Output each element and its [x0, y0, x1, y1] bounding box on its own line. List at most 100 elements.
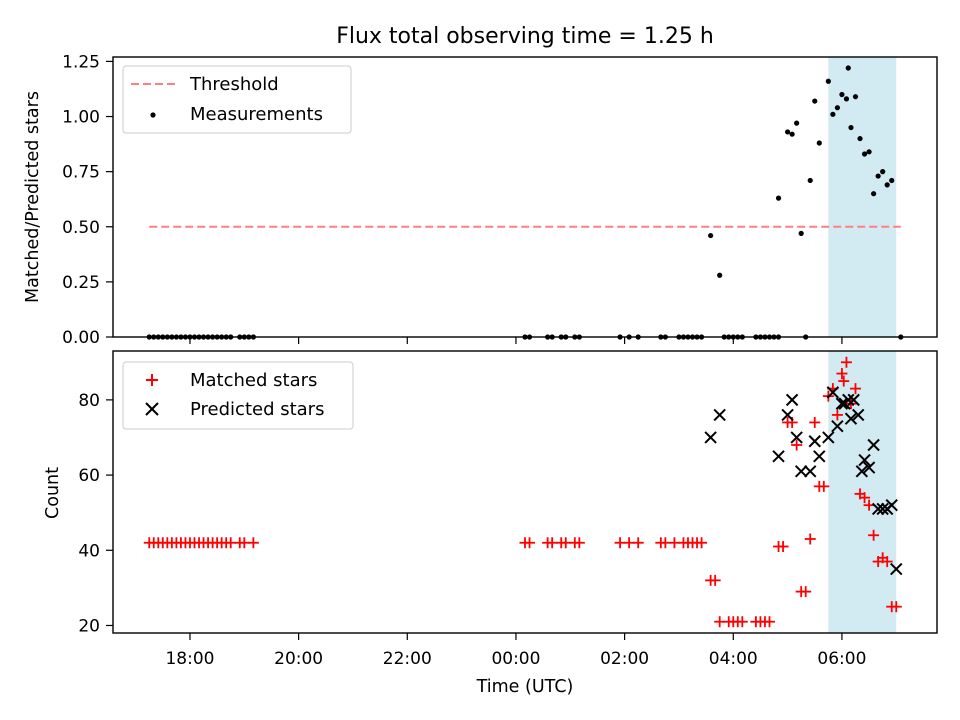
matched-star-point [524, 537, 536, 549]
top-ytick-label: 0.75 [62, 163, 100, 183]
measurement-point [880, 169, 886, 175]
xtick-label: 06:00 [817, 649, 866, 669]
top-highlight-span [828, 57, 897, 337]
bottom-y-axis-label: Count [43, 467, 63, 519]
measurement-point [875, 173, 881, 179]
measurement-point [798, 230, 804, 236]
xtick-label: 00:00 [491, 649, 540, 669]
matched-star-point [831, 409, 843, 421]
matched-star-point [247, 537, 259, 549]
measurement-point [789, 131, 795, 137]
top-ytick-label: 0.25 [62, 273, 100, 293]
matched-star-point [763, 616, 775, 628]
legend-measurements-label: Measurements [190, 104, 323, 125]
top-ytick-label: 0.00 [62, 328, 100, 348]
predicted-star-point [704, 431, 717, 444]
xtick-label: 20:00 [274, 649, 323, 669]
measurement-point [794, 120, 800, 126]
predicted-star-point [813, 450, 826, 463]
bottom-plot-frame [112, 350, 938, 634]
predicted-star-point [890, 562, 903, 576]
bottom-ytick-label: 80 [78, 391, 100, 411]
top-axes: 0.00 0.25 0.50 0.75 1.00 1.25 Matched/Predict… [23, 52, 938, 348]
predicted-star-point [842, 393, 855, 407]
bot-highlight-span [828, 351, 897, 633]
measurement-point [834, 105, 840, 111]
matched-star-point [863, 499, 875, 511]
xtick-label: 22:00 [383, 649, 432, 669]
measurement-point [784, 129, 791, 135]
predicted-star-point [804, 465, 817, 478]
predicted-star-point [855, 465, 869, 478]
matched-star-point [777, 541, 789, 553]
measurement-point [871, 191, 877, 197]
matched-star-point [890, 601, 902, 613]
chart-title: Flux total observing time = 1.25 h [336, 24, 714, 49]
matched-star-point [804, 533, 816, 545]
measurement-point [845, 65, 851, 71]
matched-star-point [696, 537, 708, 549]
predicted-star-point [831, 419, 844, 433]
matched-star-point [709, 574, 721, 586]
bottom-ytick-label: 20 [78, 616, 100, 636]
predicted-star-point [844, 412, 858, 425]
matched-star-point [838, 375, 850, 387]
bottom-ytick-label: 40 [78, 541, 100, 561]
predicted-star-point [772, 450, 785, 463]
predicted-star-point [713, 408, 726, 422]
predicted-star-point [867, 438, 880, 452]
bottom-axes: 20 40 60 80 18:00 20:00 22:00 00:00 02:00 04:00 0… [43, 350, 938, 697]
legend-matched-swatch [146, 374, 158, 386]
xtick-label: 02:00 [600, 649, 649, 669]
top-ytick-label: 1.25 [62, 52, 100, 72]
measurement-point [830, 111, 836, 117]
x-axis-label: Time (UTC) [476, 677, 574, 697]
measurement-point [807, 177, 813, 184]
matched-star-point [809, 416, 821, 428]
measurement-point [848, 124, 854, 131]
predicted-star-point [852, 408, 865, 422]
top-legend: Threshold Measurements [122, 65, 352, 134]
predicted-star-point [822, 431, 835, 444]
legend-predicted-label: Predicted stars [190, 399, 324, 420]
legend-matched-label: Matched stars [190, 370, 317, 391]
measurement-point [861, 151, 868, 157]
measurement-point [717, 272, 723, 278]
predicted-star-point [826, 386, 840, 399]
matched-star-point [736, 616, 748, 628]
xtick-label: 18:00 [165, 649, 214, 669]
predicted-star-point [794, 465, 808, 478]
measurement-point [775, 195, 782, 201]
matched-star-point [632, 537, 644, 549]
predicted-star-point [847, 393, 860, 407]
predicted-star-point [835, 397, 849, 410]
top-y-axis-label: Matched/Predicted stars [23, 91, 43, 303]
matched-star-point [859, 492, 871, 504]
predicted-star-point [858, 453, 871, 467]
top-ytick-label: 0.50 [62, 218, 100, 238]
matched-star-point [868, 529, 880, 541]
predicted-star-point [781, 408, 794, 422]
measurement-point [852, 94, 859, 100]
top-plot-frame [112, 56, 938, 338]
matched-star-point [791, 439, 803, 451]
legend-measurements-swatch [150, 112, 156, 118]
predicted-star-point [790, 431, 803, 444]
measurement-point [816, 140, 822, 146]
legend-threshold-label: Threshold [189, 74, 279, 95]
predicted-star-point [862, 461, 876, 474]
measurement-point [839, 91, 845, 98]
measurement-point [825, 78, 831, 84]
matched-star-point [836, 368, 848, 380]
top-legend-box [122, 65, 352, 134]
matched-star-point [573, 537, 585, 549]
xtick-label: 04:00 [709, 649, 758, 669]
bottom-legend: Matched stars Predicted stars [122, 361, 354, 430]
matched-star-point [850, 383, 862, 395]
measurement-point [866, 149, 872, 155]
legend-predicted-swatch [145, 402, 159, 416]
predicted-star-point [876, 502, 889, 516]
measurement-point [884, 182, 890, 188]
measurement-point [812, 98, 818, 104]
